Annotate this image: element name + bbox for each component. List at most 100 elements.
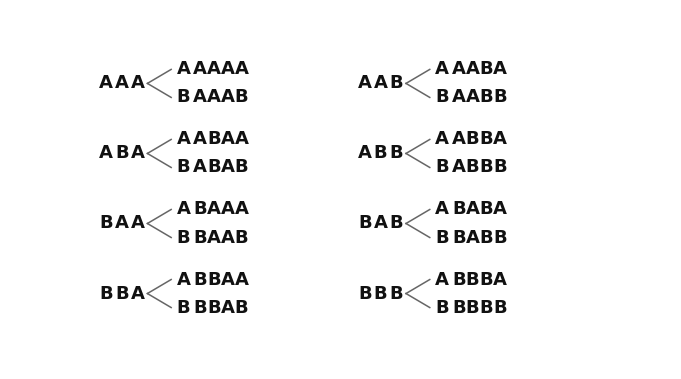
Text: A: A — [193, 158, 207, 177]
Text: A: A — [99, 74, 113, 92]
Text: A: A — [221, 60, 234, 78]
Text: A: A — [221, 158, 234, 177]
Text: A: A — [193, 130, 207, 149]
Text: A: A — [131, 144, 145, 163]
Text: B: B — [479, 88, 493, 106]
Text: B: B — [193, 271, 207, 288]
Text: B: B — [234, 299, 248, 316]
Text: B: B — [207, 130, 221, 149]
Text: A: A — [358, 74, 372, 92]
Text: A: A — [466, 229, 479, 246]
Text: A: A — [493, 130, 507, 149]
Text: A: A — [221, 88, 234, 106]
Text: A: A — [234, 271, 249, 288]
Text: A: A — [207, 200, 221, 218]
Text: B: B — [479, 200, 493, 218]
Text: B: B — [435, 299, 449, 316]
Text: B: B — [452, 271, 466, 288]
Text: A: A — [176, 60, 190, 78]
Text: A: A — [207, 60, 221, 78]
Text: A: A — [234, 60, 249, 78]
Text: B: B — [466, 299, 479, 316]
Text: A: A — [493, 271, 507, 288]
Text: B: B — [374, 144, 387, 163]
Text: A: A — [193, 88, 207, 106]
Text: A: A — [435, 271, 449, 288]
Text: A: A — [221, 229, 234, 246]
Text: A: A — [207, 88, 221, 106]
Text: B: B — [479, 299, 493, 316]
Text: A: A — [358, 144, 372, 163]
Text: B: B — [479, 130, 493, 149]
Text: B: B — [452, 299, 466, 316]
Text: A: A — [99, 144, 113, 163]
Text: A: A — [452, 60, 466, 78]
Text: A: A — [221, 200, 234, 218]
Text: B: B — [466, 271, 479, 288]
Text: A: A — [374, 215, 387, 232]
Text: B: B — [176, 299, 190, 316]
Text: A: A — [234, 200, 249, 218]
Text: A: A — [115, 215, 129, 232]
Text: B: B — [234, 229, 248, 246]
Text: A: A — [115, 74, 129, 92]
Text: A: A — [234, 130, 249, 149]
Text: A: A — [176, 200, 190, 218]
Text: A: A — [193, 60, 207, 78]
Text: B: B — [479, 60, 493, 78]
Text: B: B — [207, 299, 221, 316]
Text: A: A — [131, 215, 145, 232]
Text: B: B — [435, 88, 449, 106]
Text: A: A — [466, 200, 479, 218]
Text: A: A — [176, 130, 190, 149]
Text: B: B — [466, 158, 479, 177]
Text: A: A — [493, 60, 507, 78]
Text: A: A — [131, 74, 145, 92]
Text: B: B — [493, 229, 507, 246]
Text: B: B — [493, 299, 507, 316]
Text: B: B — [358, 285, 372, 302]
Text: B: B — [234, 158, 248, 177]
Text: A: A — [221, 271, 234, 288]
Text: B: B — [176, 229, 190, 246]
Text: A: A — [466, 60, 479, 78]
Text: A: A — [176, 271, 190, 288]
Text: B: B — [115, 285, 129, 302]
Text: A: A — [221, 130, 234, 149]
Text: B: B — [374, 285, 387, 302]
Text: A: A — [207, 229, 221, 246]
Text: B: B — [99, 285, 113, 302]
Text: B: B — [435, 229, 449, 246]
Text: B: B — [234, 88, 248, 106]
Text: A: A — [452, 158, 466, 177]
Text: B: B — [207, 271, 221, 288]
Text: B: B — [207, 158, 221, 177]
Text: A: A — [131, 285, 145, 302]
Text: B: B — [176, 88, 190, 106]
Text: B: B — [479, 229, 493, 246]
Text: B: B — [435, 158, 449, 177]
Text: B: B — [115, 144, 129, 163]
Text: A: A — [435, 60, 449, 78]
Text: B: B — [390, 74, 403, 92]
Text: B: B — [193, 299, 207, 316]
Text: B: B — [176, 158, 190, 177]
Text: B: B — [390, 215, 403, 232]
Text: A: A — [374, 74, 387, 92]
Text: B: B — [452, 229, 466, 246]
Text: B: B — [479, 158, 493, 177]
Text: B: B — [193, 229, 207, 246]
Text: A: A — [493, 200, 507, 218]
Text: B: B — [390, 144, 403, 163]
Text: B: B — [479, 271, 493, 288]
Text: B: B — [193, 200, 207, 218]
Text: A: A — [452, 130, 466, 149]
Text: A: A — [452, 88, 466, 106]
Text: B: B — [390, 285, 403, 302]
Text: A: A — [466, 88, 479, 106]
Text: B: B — [358, 215, 372, 232]
Text: A: A — [435, 200, 449, 218]
Text: B: B — [452, 200, 466, 218]
Text: A: A — [435, 130, 449, 149]
Text: B: B — [466, 130, 479, 149]
